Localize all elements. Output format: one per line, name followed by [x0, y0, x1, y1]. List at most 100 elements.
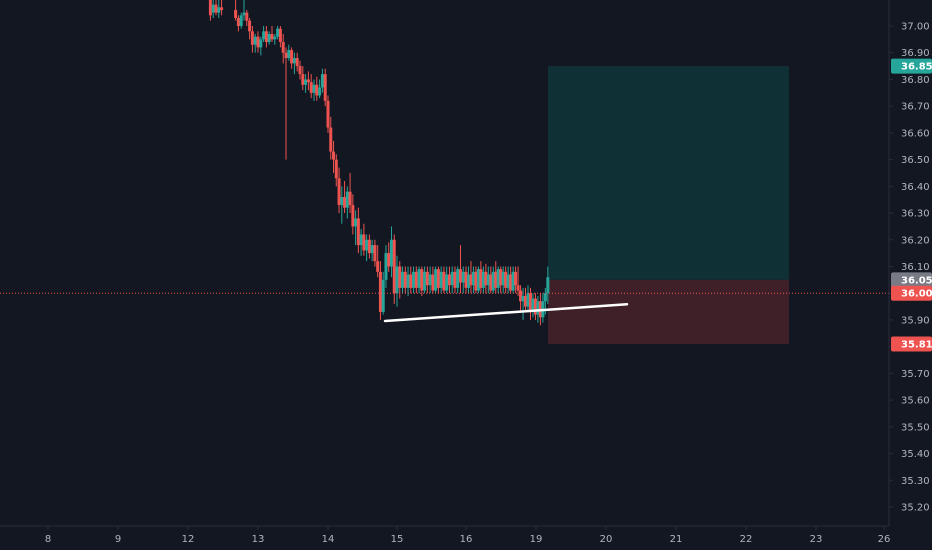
candle-body	[474, 271, 478, 291]
candle-body	[376, 261, 380, 272]
candle	[301, 66, 305, 91]
candle	[461, 266, 465, 294]
candle	[256, 31, 260, 53]
time-tick-label: 8	[45, 534, 51, 545]
candle	[306, 71, 310, 91]
candle-body	[491, 271, 495, 291]
candle-body	[340, 197, 344, 206]
loss-zone[interactable]	[548, 279, 789, 344]
candle	[392, 234, 396, 304]
price-tick-label: 36.40	[901, 182, 930, 193]
candle	[428, 266, 432, 294]
chart-lines	[0, 292, 889, 323]
candle-body	[434, 269, 438, 291]
candle-body	[514, 271, 518, 286]
candle-body	[395, 266, 399, 294]
price-badge-label: 36.05	[901, 275, 932, 286]
candle	[403, 266, 407, 294]
candle	[381, 271, 385, 315]
profit-zone[interactable]	[548, 66, 789, 280]
candle	[476, 266, 480, 294]
candle	[489, 266, 493, 294]
price-tick-label: 36.10	[901, 262, 930, 273]
candle-body	[509, 274, 513, 291]
candle-body	[504, 271, 508, 288]
candle	[315, 76, 319, 101]
price-badge: 35.81	[891, 336, 932, 352]
candle	[531, 293, 535, 318]
candle	[420, 266, 424, 296]
candle-body	[521, 295, 525, 302]
candle	[401, 266, 405, 294]
long-position-tool[interactable]	[548, 66, 789, 344]
time-axis[interactable]: 8 9 12 13 14 15 16 19 20 21 22 23 26	[0, 525, 890, 545]
price-badge-label: 36.00	[901, 289, 932, 300]
candle-body	[516, 285, 520, 291]
candle	[466, 266, 470, 294]
candle	[312, 79, 316, 101]
candle-body	[259, 39, 263, 48]
candle	[323, 68, 327, 107]
candle	[373, 239, 377, 267]
candle-body	[384, 253, 388, 280]
candle-body	[214, 4, 218, 13]
candle	[376, 245, 380, 278]
candle-body	[292, 58, 296, 64]
candle	[304, 74, 308, 93]
candle	[486, 266, 490, 294]
price-badge: 36.85	[891, 58, 932, 74]
time-tick-label: 13	[252, 534, 265, 545]
candle-body	[496, 269, 500, 288]
candle	[499, 266, 503, 294]
candle	[469, 261, 473, 294]
candle	[417, 266, 421, 294]
candle-body	[373, 245, 377, 262]
trendline[interactable]	[383, 302, 629, 323]
time-tick-label: 22	[740, 534, 753, 545]
candle-body	[528, 293, 532, 312]
candle	[248, 17, 252, 40]
candle	[431, 266, 435, 294]
candle-body	[417, 269, 421, 288]
candle-body	[276, 28, 280, 37]
candle-body	[287, 50, 291, 59]
candle-body	[436, 269, 440, 288]
candle	[214, 0, 218, 16]
time-tick-label: 9	[115, 534, 121, 545]
candle-body	[295, 58, 299, 67]
candle-body	[262, 31, 266, 40]
candle	[501, 266, 505, 294]
candle	[276, 26, 280, 40]
candle	[208, 0, 212, 21]
time-tick-label: 19	[530, 534, 543, 545]
candle	[340, 186, 344, 224]
candle-body	[526, 293, 530, 307]
candle-body	[312, 84, 316, 93]
candle-body	[484, 271, 488, 286]
candle-body	[354, 218, 358, 227]
candle	[348, 172, 352, 214]
price-tick-label: 36.50	[901, 155, 930, 166]
candle-body	[439, 271, 443, 288]
candle-body	[351, 205, 355, 227]
candle-body	[281, 42, 285, 53]
candle	[367, 234, 371, 259]
candle	[516, 266, 520, 296]
candle	[273, 34, 277, 45]
price-badge: 36.05	[891, 272, 932, 288]
candle-body	[543, 293, 547, 302]
candle-body	[398, 266, 402, 288]
candle	[425, 266, 429, 294]
price-tick-label: 35.20	[901, 503, 930, 514]
time-tick-label: 20	[600, 534, 613, 545]
candle-body	[494, 271, 498, 288]
candle-body	[431, 274, 435, 291]
candle	[406, 266, 410, 296]
price-badge-bg	[891, 58, 932, 74]
price-badge: 36.00	[891, 285, 932, 301]
candle-body	[315, 84, 319, 96]
price-axis[interactable]: 37.00 36.90 36.80 36.70 36.60 36.50 36.40 36.30…	[888, 0, 932, 526]
price-tick-label: 36.80	[901, 75, 930, 86]
candle-body	[392, 239, 396, 294]
